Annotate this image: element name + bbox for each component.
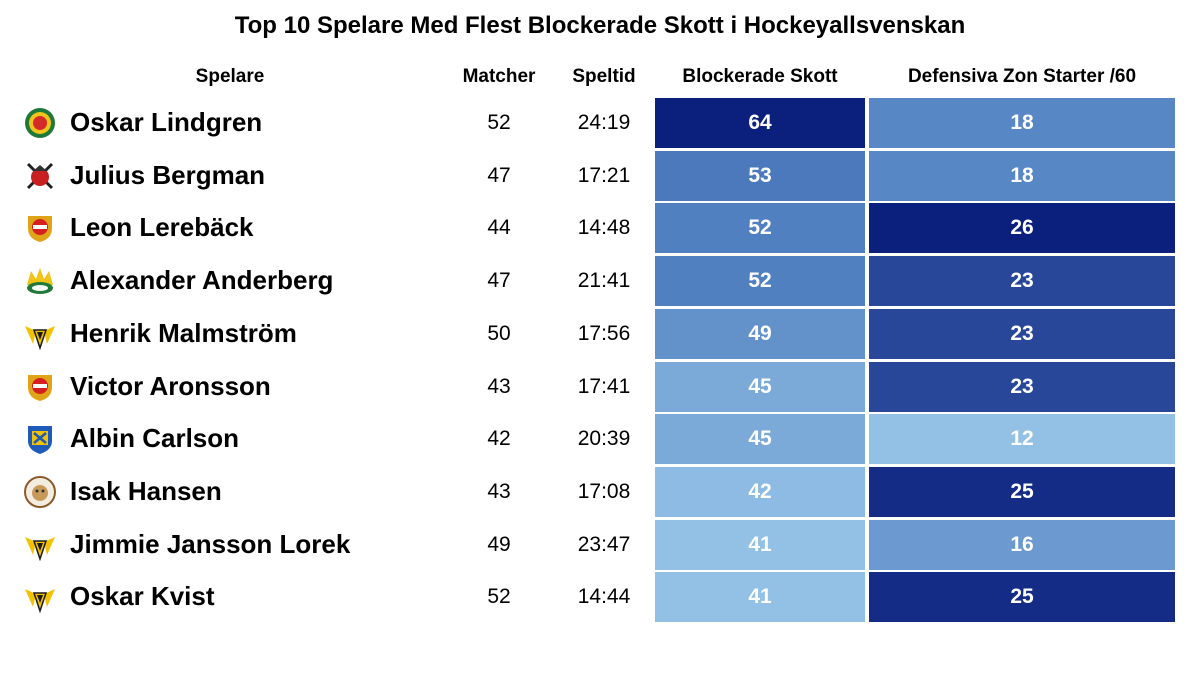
table-row: Albin Carlson 42 20:39 45 12 bbox=[0, 414, 1200, 465]
defensiva-zon-starter-cell: 25 bbox=[869, 572, 1175, 623]
header-defensiva-zon-starter: Defensiva Zon Starter /60 bbox=[907, 66, 1137, 87]
almtuna-logo-icon bbox=[28, 374, 52, 401]
defensiva-zon-starter-cell: 26 bbox=[869, 203, 1175, 254]
player-name: Henrik Malmström bbox=[70, 317, 297, 348]
player-name: Albin Carlson bbox=[70, 423, 240, 454]
blockerade-skott-cell: 53 bbox=[655, 150, 865, 201]
player-name: Oskar Lindgren bbox=[70, 107, 263, 137]
table-row: Jimmie Jansson Lorek 49 23:47 41 16 bbox=[0, 519, 1200, 570]
matcher-value: 47 bbox=[487, 163, 511, 187]
defensiva-zon-starter-cell: 23 bbox=[869, 308, 1175, 359]
modo-logo-icon bbox=[25, 108, 55, 138]
blockerade-skott-cell: 41 bbox=[655, 572, 865, 623]
defensiva-zon-starter-cell: 18 bbox=[869, 98, 1175, 148]
table-row: Julius Bergman 47 17:21 53 18 bbox=[0, 150, 1200, 201]
yellow-claw-logo-icon bbox=[25, 589, 55, 614]
table-row: Victor Aronsson 43 17:41 45 23 bbox=[0, 361, 1200, 412]
defensiva-zon-starter-cell: 12 bbox=[869, 414, 1175, 465]
table-row: Oskar Kvist 52 14:44 41 25 bbox=[0, 572, 1200, 623]
blockerade-skott-cell: 49 bbox=[655, 308, 865, 359]
player-name: Leon Lerebäck bbox=[70, 212, 254, 243]
player-name: Julius Bergman bbox=[70, 159, 266, 190]
matcher-value: 52 bbox=[487, 585, 511, 609]
speltid-value: 21:41 bbox=[577, 269, 631, 293]
matcher-value: 42 bbox=[487, 427, 511, 451]
matcher-value: 49 bbox=[487, 532, 511, 556]
defensiva-zon-starter-cell: 18 bbox=[869, 150, 1175, 201]
matcher-value: 47 bbox=[487, 269, 511, 293]
blue-yellow-shield-logo-icon bbox=[28, 426, 52, 455]
defensiva-zon-starter-cell: 23 bbox=[869, 361, 1175, 412]
defensiva-zon-starter-cell: 16 bbox=[869, 519, 1175, 570]
header-blockerade-skott: Blockerade Skott bbox=[682, 66, 838, 87]
matcher-value: 43 bbox=[487, 479, 511, 503]
blockerade-skott-cell: 52 bbox=[655, 256, 865, 307]
speltid-value: 24:19 bbox=[577, 111, 631, 134]
table-row: Alexander Anderberg 47 21:41 52 23 bbox=[0, 256, 1200, 307]
speltid-value: 17:21 bbox=[577, 163, 631, 187]
matcher-value: 44 bbox=[487, 216, 511, 240]
header-matcher: Matcher bbox=[462, 66, 536, 87]
speltid-value: 14:44 bbox=[577, 585, 631, 609]
player-name: Victor Aronsson bbox=[70, 370, 271, 401]
speltid-value: 14:48 bbox=[577, 216, 631, 240]
header-speltid: Speltid bbox=[572, 66, 636, 87]
table-row: Oskar Lindgren 52 24:19 64 18 bbox=[0, 98, 1200, 148]
speltid-value: 17:41 bbox=[577, 374, 631, 398]
defensiva-zon-starter-cell: 25 bbox=[869, 466, 1175, 517]
blockerade-skott-cell: 45 bbox=[655, 361, 865, 412]
table-row: Isak Hansen 43 17:08 42 25 bbox=[0, 466, 1200, 517]
player-name: Isak Hansen bbox=[70, 475, 222, 506]
almtuna-logo-icon bbox=[28, 216, 52, 243]
player-name: Oskar Kvist bbox=[70, 581, 215, 612]
speltid-value: 23:47 bbox=[577, 532, 631, 556]
player-name: Alexander Anderberg bbox=[70, 265, 334, 296]
player-name: Jimmie Jansson Lorek bbox=[70, 528, 351, 559]
yellow-claw-logo-icon bbox=[25, 536, 55, 561]
crown-logo-icon bbox=[27, 268, 53, 295]
blockerade-skott-cell: 45 bbox=[655, 414, 865, 465]
blockerade-skott-cell: 52 bbox=[655, 203, 865, 254]
round-crest-logo-icon bbox=[24, 475, 56, 508]
blockerade-skott-cell: 64 bbox=[655, 98, 865, 148]
speltid-value: 17:56 bbox=[577, 321, 631, 345]
table-row: Leon Lerebäck 44 14:48 52 26 bbox=[0, 203, 1200, 254]
yellow-claw-logo-icon bbox=[25, 325, 55, 350]
defensiva-zon-starter-cell: 23 bbox=[869, 256, 1175, 307]
matcher-value: 50 bbox=[487, 321, 511, 345]
blockerade-skott-cell: 42 bbox=[655, 466, 865, 517]
matcher-value: 43 bbox=[487, 374, 511, 398]
header-spelare: Spelare bbox=[195, 66, 265, 87]
table-row: Henrik Malmström 50 17:56 49 23 bbox=[0, 308, 1200, 359]
viking-logo-icon bbox=[26, 162, 54, 189]
blockerade-skott-cell: 41 bbox=[655, 519, 865, 570]
chart-title: Top 10 Spelare Med Flest Blockerade Skot… bbox=[234, 12, 966, 39]
matcher-value: 52 bbox=[487, 111, 511, 134]
speltid-value: 20:39 bbox=[577, 427, 631, 451]
speltid-value: 17:08 bbox=[577, 479, 631, 503]
